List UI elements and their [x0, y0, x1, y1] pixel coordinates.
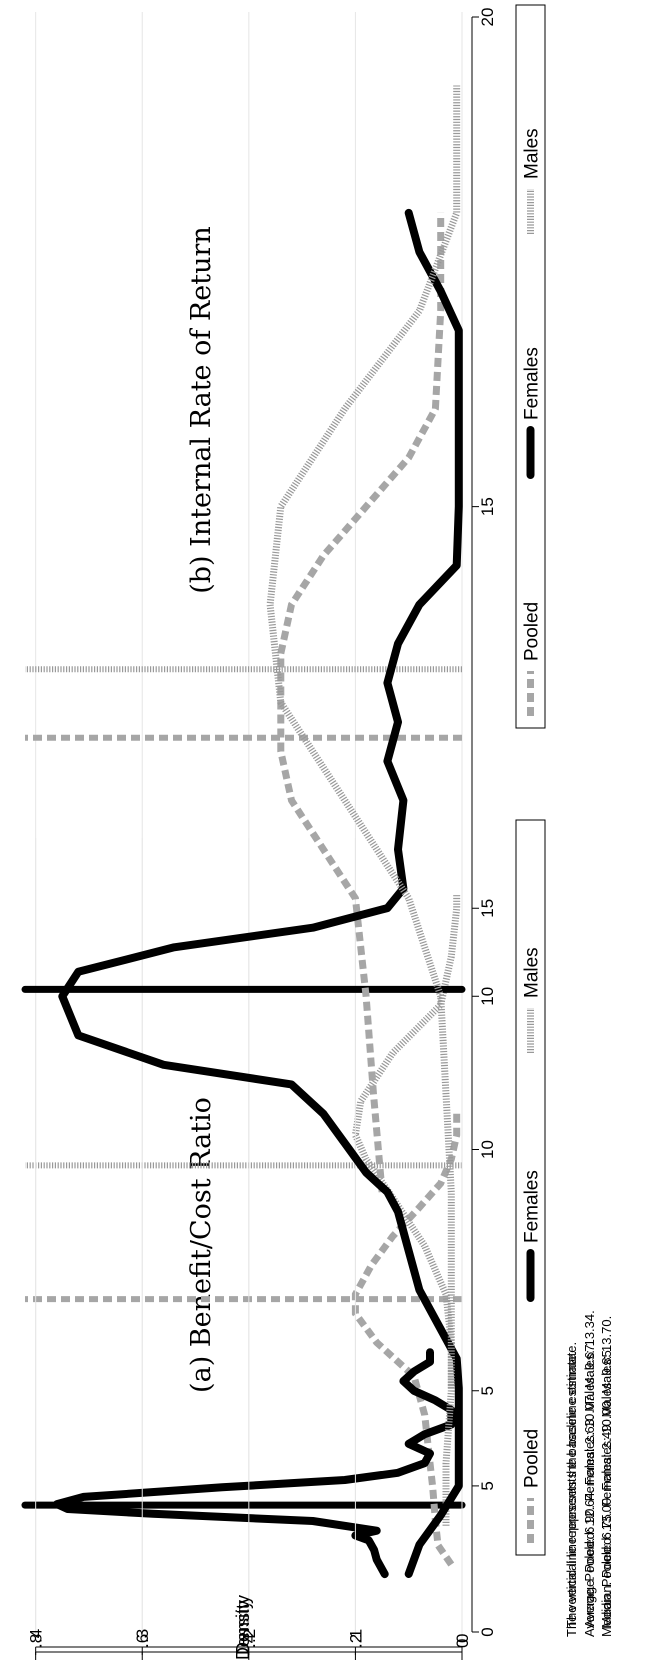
legend-label-pooled: Pooled [522, 602, 543, 661]
y-axis-title: Density [233, 1600, 253, 1660]
panel-internal-rate-of-return: (b) Internal Rate of Return51015200.1.2.… [21, 4, 614, 1655]
note-line: Median. Pooled: 6.75. Females: 2.49. Mal… [599, 1346, 614, 1637]
note-line: The vertical line represents the baselin… [564, 1342, 579, 1628]
series-pooled [277, 212, 445, 1193]
x-tick-label: 5 [478, 1481, 497, 1490]
y-tick-label: .4 [240, 1634, 259, 1648]
series-females [58, 208, 463, 1578]
y-axis-title: Density [233, 1595, 253, 1655]
x-tick-label: 20 [478, 8, 497, 27]
note-line: Average. Pooled: 6.90. Females: 2.63. Ma… [582, 1341, 597, 1637]
x-tick-label: 10 [478, 987, 497, 1006]
chart-title: (b) Internal Rate of Return [186, 226, 217, 594]
legend-label-females: Females [522, 1170, 543, 1243]
y-tick-label: 0 [453, 1639, 472, 1648]
series-males [351, 893, 461, 1526]
y-tick-label: .4 [27, 1629, 46, 1643]
legend-label-males: Males [522, 128, 543, 179]
note-line: The vertical line represents the baselin… [564, 1351, 579, 1637]
legend-box [515, 819, 546, 1556]
y-tick-label: .6 [133, 1634, 152, 1648]
note-line: Median. Pooled: 13.00. Females: 10.00. M… [599, 1316, 614, 1628]
x-tick-label: 5 [478, 1386, 497, 1395]
legend-label-pooled: Pooled [522, 1429, 543, 1488]
y-tick-label: .8 [27, 1634, 46, 1648]
chart-title: (a) Benefit/Cost Ratio [186, 1097, 217, 1393]
y-tick-label: .3 [133, 1629, 152, 1643]
x-tick-label: 0 [478, 1627, 497, 1636]
legend-label-males: Males [522, 947, 543, 998]
x-tick-label: 10 [478, 1140, 497, 1159]
series-males [266, 85, 461, 1388]
series-females [53, 1348, 456, 1579]
y-tick-label: .2 [240, 1629, 259, 1643]
x-tick-label: 15 [478, 497, 497, 516]
x-tick-label: 15 [478, 899, 497, 918]
note-line: Average. Pooled: 12.64. Females: 10.07. … [582, 1310, 597, 1628]
y-tick-label: .2 [346, 1634, 365, 1648]
legend-label-females: Females [522, 347, 543, 420]
y-tick-label: 0 [453, 1634, 472, 1643]
legend-box [515, 4, 546, 729]
y-tick-label: .1 [346, 1629, 365, 1643]
